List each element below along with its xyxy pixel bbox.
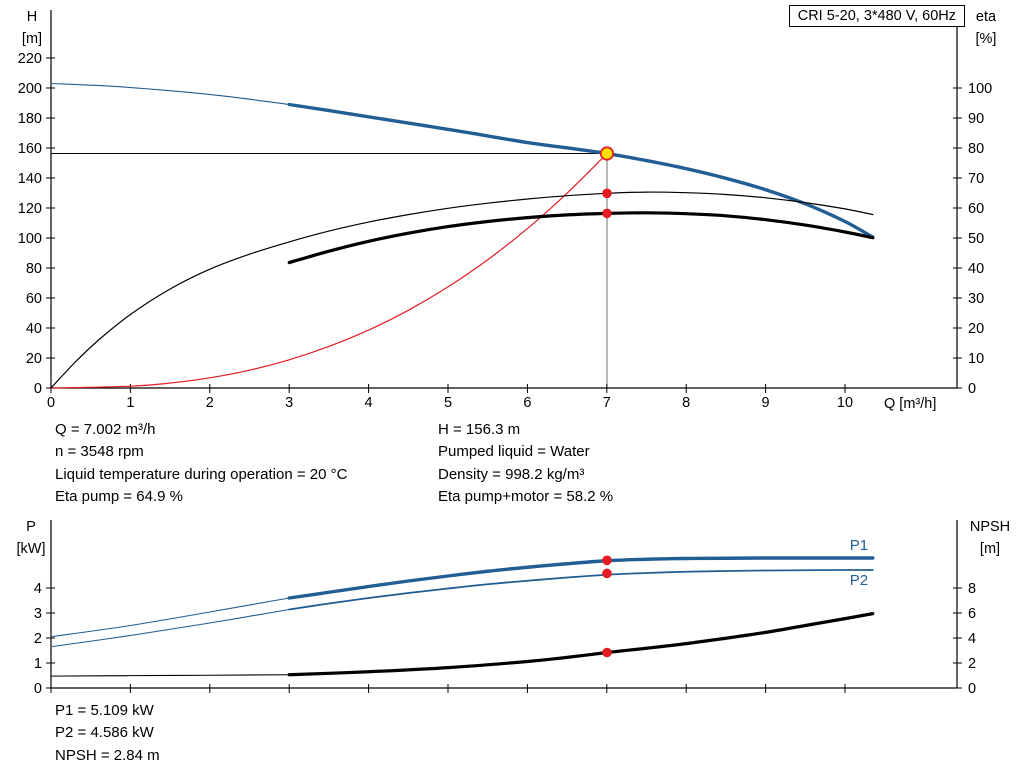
info-line-n: n = 3548 rpm — [55, 443, 144, 461]
p1-duty-point — [602, 555, 612, 566]
left-axis-tick-label: 2 — [34, 631, 42, 647]
x-axis-tick-label: 5 — [444, 395, 452, 411]
x-axis-tick-label: 8 — [682, 395, 690, 411]
right-axis-tick-label: 0 — [968, 681, 976, 697]
info-line-density: Density = 998.2 kg/m³ — [438, 465, 585, 483]
left-axis-tick-label: 60 — [26, 291, 42, 307]
right-axis-tick-label: 8 — [968, 581, 976, 597]
npsh-axis-unit: [m] — [979, 541, 1001, 557]
right-axis-tick-label: 50 — [968, 231, 984, 247]
x-axis-tick-label: 10 — [837, 395, 853, 411]
x-axis-tick-label: 7 — [603, 395, 611, 411]
p-axis-unit: [kW] — [16, 541, 46, 557]
p-axis-label: P [kW] — [11, 516, 51, 560]
left-axis-tick-label: 40 — [26, 321, 42, 337]
p2-duty-point — [602, 568, 612, 579]
p2-curve-extrapolated — [50, 608, 290, 648]
info-line-h: H = 156.3 m — [438, 421, 521, 438]
right-axis-tick-label: 70 — [968, 171, 984, 187]
p1-curve-label: P1 — [850, 537, 868, 554]
h-curve-extrapolated — [50, 82, 290, 106]
right-axis-tick-label: 90 — [968, 111, 984, 127]
right-axis-tick-label: 60 — [968, 201, 984, 217]
h-axis-label: H [m] — [14, 6, 50, 50]
info-line-temperature: Liquid temperature during operation = 20… — [55, 465, 348, 483]
npsh-curve — [287, 612, 875, 677]
duty-info-right-column: H = 156.3 m Pumped liquid = Water Densit… — [438, 419, 613, 509]
h-axis-name: H — [26, 9, 38, 25]
duty-info-left-column: Q = 7.002 m³/h n = 3548 rpm Liquid tempe… — [55, 419, 347, 509]
x-axis-tick-label: 0 — [47, 395, 55, 411]
npsh-axis-name: NPSH — [969, 519, 1011, 535]
system-curve — [50, 152, 608, 389]
info-line-eta-pump-motor: Eta pump+motor = 58.2 % — [438, 488, 614, 506]
info-line-eta-pump: Eta pump = 64.9 % — [55, 488, 183, 506]
eta-axis-label: eta [%] — [968, 6, 1004, 50]
results-block: P1 = 5.109 kW P2 = 4.586 kW NPSH = 2.84 … — [55, 700, 160, 767]
left-axis-tick-label: 100 — [18, 231, 42, 247]
duty-point — [599, 146, 615, 161]
left-axis-tick-label: 3 — [34, 606, 42, 622]
right-axis-tick-label: 20 — [968, 321, 984, 337]
p2-curve-label: P2 — [850, 572, 868, 589]
left-axis-tick-label: 1 — [34, 656, 42, 672]
left-axis-tick-label: 180 — [18, 111, 42, 127]
left-axis-tick-label: 120 — [18, 201, 42, 217]
eta-pump-duty-point — [602, 188, 612, 199]
x-axis-tick-label: 3 — [285, 395, 293, 411]
h-curve — [287, 102, 875, 239]
pump-title-box: CRI 5-20, 3*480 V, 60Hz — [788, 5, 965, 27]
q-axis-label: Q [m³/h] — [884, 396, 937, 412]
result-line-p2: P2 = 4.586 kW — [55, 724, 154, 742]
left-axis-tick-label: 0 — [34, 681, 42, 697]
right-axis-tick-label: 6 — [968, 606, 976, 622]
right-axis-tick-label: 40 — [968, 261, 984, 277]
right-axis-tick-label: 10 — [968, 351, 984, 367]
x-axis-tick-label: 9 — [762, 395, 770, 411]
result-line-p1: P1 = 5.109 kW — [55, 702, 154, 719]
eta-pump-motor-duty-point — [602, 208, 612, 219]
right-axis-tick-label: 80 — [968, 141, 984, 157]
info-line-liquid: Pumped liquid = Water — [438, 443, 590, 461]
eta-pump-curve — [50, 191, 874, 389]
x-axis-tick-label: 2 — [206, 395, 214, 411]
right-axis-tick-label: 100 — [968, 81, 992, 97]
npsh-duty-point — [602, 647, 612, 658]
left-axis-tick-label: 220 — [18, 51, 42, 67]
right-axis-tick-label: 0 — [968, 381, 976, 397]
x-axis-tick-label: 4 — [365, 395, 373, 411]
x-axis-tick-label: 1 — [126, 395, 134, 411]
left-axis-tick-label: 200 — [18, 81, 42, 97]
info-line-q: Q = 7.002 m³/h — [55, 421, 156, 438]
right-axis-tick-label: 2 — [968, 656, 976, 672]
eta-axis-unit: [%] — [975, 31, 997, 47]
right-axis-tick-label: 30 — [968, 291, 984, 307]
eta-axis-name: eta — [975, 9, 997, 25]
p-axis-name: P — [26, 519, 36, 535]
h-axis-unit: [m] — [21, 31, 43, 47]
p2-curve — [288, 569, 874, 611]
left-axis-tick-label: 20 — [26, 351, 42, 367]
p1-curve — [287, 556, 875, 600]
left-axis-tick-label: 80 — [26, 261, 42, 277]
npsh-axis-label: NPSH [m] — [966, 516, 1014, 560]
left-axis-tick-label: 160 — [18, 141, 42, 157]
left-axis-tick-label: 4 — [34, 581, 42, 597]
left-axis-tick-label: 0 — [34, 381, 42, 397]
p1-curve-extrapolated — [50, 597, 290, 638]
x-axis-tick-label: 6 — [523, 395, 531, 411]
left-axis-tick-label: 140 — [18, 171, 42, 187]
eta-pump-motor-curve — [287, 211, 875, 265]
result-line-npsh: NPSH = 2.84 m — [55, 746, 160, 764]
right-axis-tick-label: 4 — [968, 631, 976, 647]
npsh-curve-extrapolated — [50, 674, 290, 677]
